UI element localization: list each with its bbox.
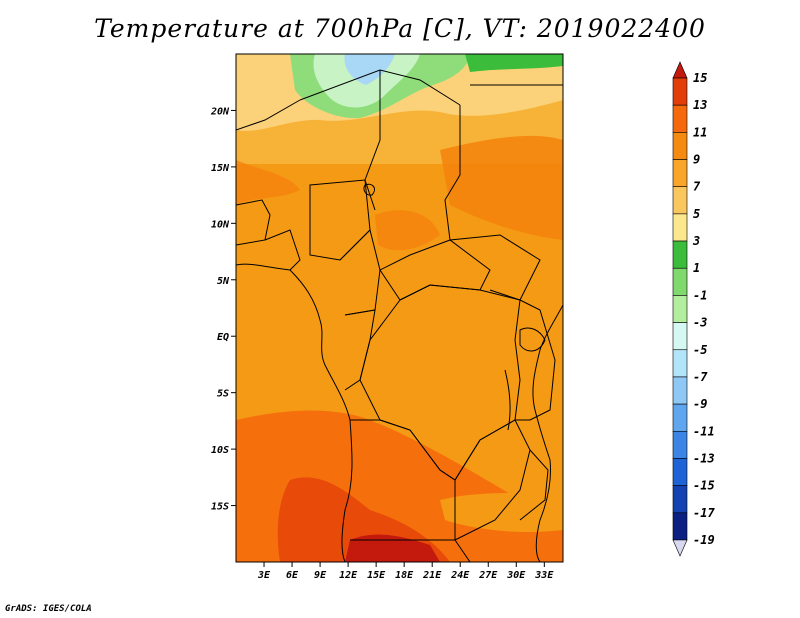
colorbar-label: -1 (693, 288, 707, 302)
lon-tick-label: 30E (506, 570, 526, 581)
colorbar-segment (672, 104, 688, 133)
colorbar-bottom-arrow (672, 539, 688, 557)
lat-tick-label: 20N (210, 106, 230, 117)
colorbar-label: -3 (693, 316, 707, 330)
lon-tick-label: 9E (314, 570, 327, 581)
colorbar-label: -7 (693, 370, 708, 384)
colorbar-label: 3 (692, 234, 700, 248)
border-mali-niger (236, 99, 301, 131)
lon-tick-label: 24E (450, 570, 470, 581)
field-south-hottest (345, 534, 440, 562)
colorbar-segment (672, 267, 688, 296)
grads-credit: GrADS: IGES/COLA (5, 604, 92, 614)
map-frame (235, 53, 564, 563)
colorbar-segment (672, 295, 688, 323)
lon-tick-label: 3E (257, 570, 271, 581)
border-tanzania (515, 299, 556, 421)
colorbar-label: 7 (693, 180, 701, 194)
colorbar-segment (672, 403, 688, 432)
temperature-field (236, 54, 563, 562)
lat-tick-label: 10N (211, 219, 230, 230)
lat-tick-label: 10S (211, 445, 229, 456)
chart-title: Temperature at 700hPa [C], VT: 201902240… (94, 14, 706, 43)
lon-tick-label: 18E (395, 570, 414, 581)
border-congo-gabon (344, 309, 376, 391)
colorbar-segment (672, 132, 688, 160)
lake-tanganyika (504, 369, 511, 431)
lat-tick-label: 15S (211, 502, 229, 513)
border-libya-niger (299, 69, 461, 106)
colorbar-segment (672, 213, 688, 242)
border-mozambique (519, 449, 549, 521)
border-chad-sudan (444, 105, 461, 241)
border-namibia-botswana (350, 539, 471, 562)
lat-tick-label: 15N (211, 163, 230, 174)
colorbar-label: -11 (693, 424, 715, 438)
colorbar-segment (672, 349, 688, 378)
colorbar-label: -15 (693, 479, 715, 493)
lat-tick-label: 5N (217, 276, 230, 287)
lake-victoria (519, 327, 546, 352)
colorbar-segment (672, 458, 688, 486)
colorbar-label: 9 (693, 153, 700, 167)
colorbar-label: 13 (693, 98, 707, 112)
colorbar-label: -9 (693, 397, 707, 411)
colorbar-segment (672, 322, 688, 351)
lat-tick-label: 5S (217, 389, 229, 400)
colorbar: 15 13 11 9 7 5 3 1 -1 -3 -5 -7 -9 -11 -13 -15 -17 -19 (672, 61, 715, 557)
colorbar-label: 11 (693, 125, 707, 139)
field-green-strip-ne (465, 54, 563, 72)
lon-tick-label: 6E (286, 570, 299, 581)
lon-tick-label: 27E (478, 570, 498, 581)
border-south-sudan (449, 234, 541, 301)
lon-tick-label: 12E (339, 570, 358, 581)
colorbar-label: -5 (693, 343, 707, 357)
field-warm-patch-west (236, 160, 300, 205)
lon-tick-label: 33E (534, 570, 554, 581)
colorbar-label: 5 (693, 207, 700, 221)
lat-tick-label: EQ (217, 332, 229, 343)
colorbar-label: 1 (693, 261, 700, 275)
colorbar-label: -13 (693, 451, 715, 465)
colorbar-segment (672, 186, 688, 215)
border-west-africa (236, 199, 271, 246)
field-warm-patch-central (375, 210, 440, 251)
colorbar-segment (672, 430, 688, 459)
country-borders (236, 69, 563, 562)
field-warm-patch-sahel (440, 135, 563, 240)
colorbar-segment (672, 376, 688, 405)
field-southeast-mild (440, 490, 563, 532)
colorbar-segment (672, 240, 688, 269)
coastline-west (236, 263, 353, 562)
lon-tick-label: 15E (367, 570, 386, 581)
colorbar-label: -19 (693, 533, 715, 547)
longitude-ticks: 3E 6E 9E 12E 15E 18E 21E 24E 27E 30E 33E (257, 562, 554, 581)
border-ghana-burkina (264, 229, 301, 271)
field-cold-core (344, 54, 395, 85)
colorbar-segment (672, 485, 688, 514)
colorbar-segment (672, 159, 688, 188)
latitude-ticks: 20N 15N 10N 5N EQ 5S 10S 15S (210, 106, 236, 513)
lon-tick-label: 21E (422, 570, 442, 581)
colorbar-segment (672, 512, 688, 541)
colorbar-top-arrow (672, 61, 688, 79)
colorbar-label: -17 (693, 506, 715, 520)
lake-chad (363, 183, 375, 196)
colorbar-label: 15 (693, 71, 707, 85)
colorbar-segment (672, 77, 688, 106)
